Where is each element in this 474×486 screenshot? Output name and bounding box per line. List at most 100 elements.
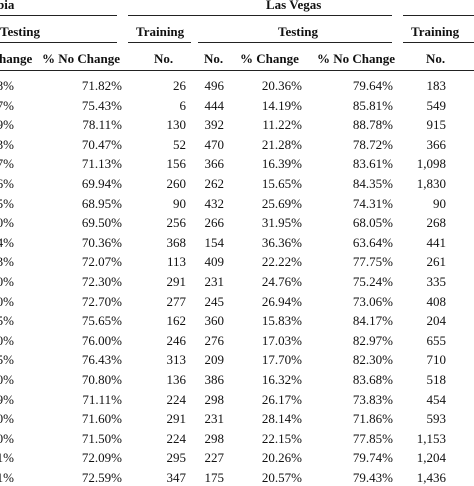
cell-test-no: 231 [204,274,225,289]
cell-test-change: 20.26% [261,450,302,466]
cell-left-change: 0% [0,430,14,446]
cell-test-no: 276 [204,332,225,348]
cell-test-no-change: 77.75% [352,254,393,270]
cell-left-no-change: 71.13% [81,156,122,172]
cell-left-no-change: 71.60% [81,411,122,427]
cell-training-no: 368 [166,234,187,250]
cell-left-change: 0% [0,332,14,348]
col-header-left-no-change: % No Change [42,51,121,66]
cell-test-no: 496 [204,78,225,93]
group-header-left: bia [0,0,15,12]
cell-test-no: 209 [204,352,225,368]
cell-training2-no: 204 [426,313,447,329]
cell-test-change: 17.03% [261,332,302,348]
cell-left-change: 1% [0,450,14,466]
cell-test-no: 444 [204,97,225,113]
sub-header-testing: Testing [278,24,318,39]
cell-test-change: 31.95% [261,215,302,231]
cell-training2-no: 335 [426,274,447,289]
cell-training2-no: 1,436 [416,470,446,485]
cell-left-no-change: 72.70% [81,293,122,309]
cell-left-change: 5% [0,195,14,211]
group-header-las-vegas: Las Vegas [266,0,322,12]
cell-test-change: 20.36% [261,78,302,93]
cell-test-no-change: 85.81% [352,97,393,113]
cell-left-change: 8% [0,78,14,93]
cell-training-no: 162 [166,313,187,329]
cell-test-no: 366 [204,156,225,172]
cell-test-change: 17.70% [261,352,302,368]
cell-test-change: 26.94% [261,293,302,309]
cell-test-change: 14.19% [261,97,302,113]
cell-test-no: 360 [204,313,225,329]
cell-left-no-change: 70.47% [81,136,122,152]
cell-left-no-change: 76.43% [81,352,122,368]
cell-training-no: 113 [166,254,186,270]
cell-test-no: 386 [204,372,225,387]
cell-test-no: 266 [204,215,225,231]
cell-test-no-change: 84.35% [352,176,393,191]
cell-test-no-change: 73.06% [352,293,393,309]
col-header-left-change: hange [0,51,33,66]
cell-training2-no: 408 [426,293,447,309]
cell-left-change: 4% [0,234,14,250]
cell-left-change: 5% [0,352,14,368]
cell-training-no: 277 [166,293,187,309]
cell-test-change: 26.17% [261,391,302,407]
cell-test-change: 21.28% [261,136,302,152]
cell-training-no: 260 [166,176,187,191]
cell-test-change: 22.15% [261,430,302,446]
cell-left-change: 9% [0,391,14,407]
cell-test-change: 20.57% [261,470,302,485]
cell-test-change: 16.32% [261,372,302,387]
cell-training2-no: 1,153 [416,430,446,446]
cell-test-no: 231 [204,411,225,427]
cell-test-no-change: 83.68% [352,372,393,387]
cell-left-change: 0% [0,372,14,387]
cell-test-no: 262 [204,176,225,191]
rule-testing [198,42,392,43]
cell-training-no: 130 [166,117,187,133]
cell-left-no-change: 70.36% [81,234,122,250]
cell-left-no-change: 71.50% [81,430,122,446]
cell-training2-no: 710 [426,352,447,368]
col-header-training-no: No. [154,51,174,66]
cell-training2-no: 1,098 [416,156,446,172]
cell-test-change: 24.76% [261,274,302,289]
cell-left-change: 3% [0,136,14,152]
cell-test-no-change: 71.86% [352,411,393,427]
cell-training2-no: 549 [426,97,447,113]
rule-left-group [0,15,117,16]
cell-test-no-change: 82.97% [352,332,393,348]
cell-test-no: 227 [204,450,225,466]
cell-left-change: 7% [0,156,14,172]
cell-left-no-change: 69.94% [81,176,122,191]
cell-left-no-change: 72.09% [81,450,122,466]
cell-test-no: 298 [204,430,225,446]
cell-left-no-change: 78.11% [82,117,122,133]
cell-training-no: 52 [173,136,186,152]
cell-left-no-change: 70.80% [81,372,122,387]
cell-training-no: 291 [166,274,187,289]
cell-test-no: 175 [204,470,225,485]
cell-training-no: 26 [173,78,186,93]
cell-left-change: 1% [0,470,14,485]
col-header-training2-no: No. [426,51,446,66]
cell-left-change: 0% [0,411,14,427]
col-header-test-change: % Change [240,51,299,66]
cell-test-no-change: 83.61% [352,156,393,172]
cell-training-no: 90 [173,195,186,211]
cell-training2-no: 655 [426,332,447,348]
cell-test-no: 245 [204,293,225,309]
cell-training2-no: 441 [426,234,447,250]
cell-training2-no: 183 [426,78,447,93]
cell-test-change: 11.22% [262,117,302,133]
cell-test-change: 28.14% [261,411,302,427]
cell-left-no-change: 72.59% [81,470,122,485]
cell-test-no: 409 [204,254,225,270]
cell-training2-no: 261 [426,254,447,270]
cell-left-no-change: 72.07% [81,254,122,270]
cell-left-change: 6% [0,176,14,191]
cell-test-no: 392 [204,117,225,133]
cell-test-no: 432 [204,195,225,211]
